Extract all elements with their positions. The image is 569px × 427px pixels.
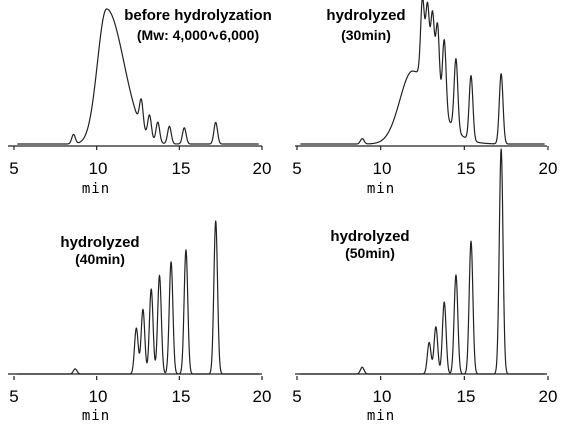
chart-title: hydrolyzed [60,234,139,251]
x-tick-label: 10 [373,387,392,406]
chromatogram-trace [17,8,259,145]
x-tick-label: 20 [539,159,558,178]
x-tick-label: 20 [539,387,558,406]
chart-subtitle: (40min) [75,251,125,267]
x-tick-label: 5 [9,387,18,406]
chart-title: before hydrolyzation [124,7,272,24]
x-tick-label: 5 [292,387,301,406]
x-axis-label: min [82,181,110,197]
x-axis-label: min [367,181,395,197]
x-tick-label: 10 [89,387,108,406]
x-tick-label: 15 [172,159,191,178]
x-tick-label: 10 [373,159,392,178]
x-axis-label: min [82,408,110,424]
chart-title: hydrolyzed [326,7,405,24]
chromatogram-trace [300,148,545,375]
x-tick-label: 10 [89,159,108,178]
chart-subtitle: (50min) [345,245,395,261]
chart-title: hydrolyzed [330,228,409,245]
x-tick-label: 5 [292,159,301,178]
panel-hydrolyzed-50min: hydrolyzed (50min) 5 10 15 20 min [292,148,558,424]
x-tick-label: 15 [457,159,476,178]
chart-subtitle: (Mw: 4,000∿6,000) [137,27,259,43]
panel-before-hydrolyzation: before hydrolyzation (Mw: 4,000∿6,000) 5… [8,7,272,197]
x-tick-label: 15 [457,387,476,406]
x-tick-label: 5 [9,159,18,178]
panel-hydrolyzed-30min: hydrolyzed (30min) 5 10 15 20 min [292,0,557,197]
x-axis-label: min [367,408,395,424]
x-tick-label: 20 [253,159,272,178]
chromatogram-trace [17,220,259,375]
x-tick-label: 20 [253,387,272,406]
panel-hydrolyzed-40min: hydrolyzed (40min) 5 10 15 20 min [8,220,272,424]
chromatogram-trace [300,0,545,145]
chart-subtitle: (30min) [341,27,391,43]
x-tick-label: 15 [172,387,191,406]
